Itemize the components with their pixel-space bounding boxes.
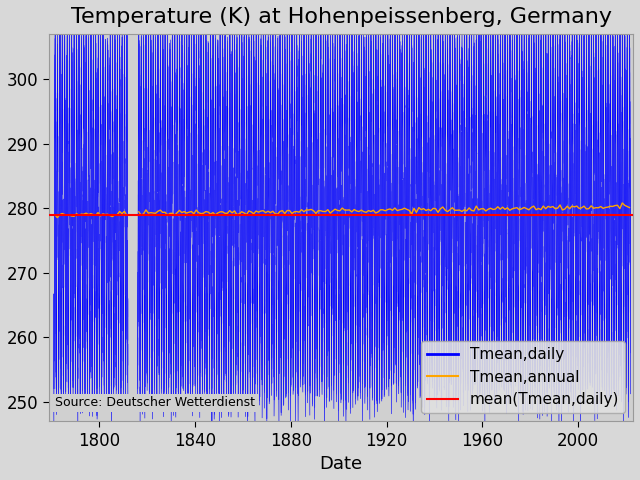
X-axis label: Date: Date — [319, 455, 363, 473]
Text: Source: Deutscher Wetterdienst: Source: Deutscher Wetterdienst — [55, 396, 255, 409]
Legend: Tmean,daily, Tmean,annual, mean(Tmean,daily): Tmean,daily, Tmean,annual, mean(Tmean,da… — [421, 341, 625, 413]
Title: Temperature (K) at Hohenpeissenberg, Germany: Temperature (K) at Hohenpeissenberg, Ger… — [70, 7, 612, 27]
